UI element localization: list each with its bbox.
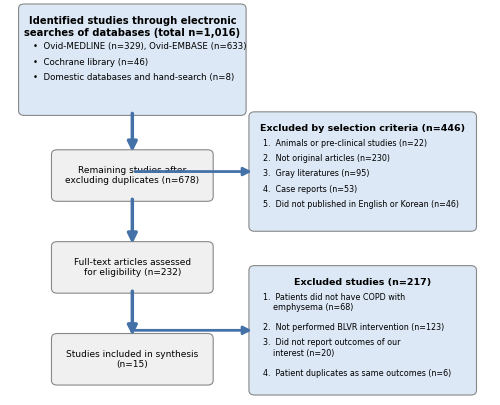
FancyBboxPatch shape [52,150,213,201]
Text: 3.  Did not report outcomes of our
    interest (n=20): 3. Did not report outcomes of our intere… [263,338,400,358]
FancyBboxPatch shape [18,4,246,115]
Text: Remaining studies after
excluding duplicates (n=678): Remaining studies after excluding duplic… [66,166,200,185]
Text: Identified studies through electronic
searches of databases (total n=1,016): Identified studies through electronic se… [24,16,240,38]
Text: 2.  Not performed BLVR intervention (n=123): 2. Not performed BLVR intervention (n=12… [263,323,444,332]
FancyBboxPatch shape [249,266,476,395]
Text: •  Ovid-MEDLINE (n=329), Ovid-EMBASE (n=633): • Ovid-MEDLINE (n=329), Ovid-EMBASE (n=6… [32,43,246,51]
Text: 1.  Patients did not have COPD with
    emphysema (n=68): 1. Patients did not have COPD with emphy… [263,293,405,312]
FancyBboxPatch shape [52,334,213,385]
Text: 3.  Gray literatures (n=95): 3. Gray literatures (n=95) [263,169,370,178]
Text: Studies included in synthesis
(n=15): Studies included in synthesis (n=15) [66,350,198,369]
Text: Excluded studies (n=217): Excluded studies (n=217) [294,277,432,287]
Text: •  Domestic databases and hand-search (n=8): • Domestic databases and hand-search (n=… [32,72,234,82]
Text: 5.  Did not published in English or Korean (n=46): 5. Did not published in English or Korea… [263,200,459,209]
FancyBboxPatch shape [52,242,213,293]
Text: Excluded by selection criteria (n=446): Excluded by selection criteria (n=446) [260,124,466,133]
Text: 2.  Not original articles (n=230): 2. Not original articles (n=230) [263,154,390,163]
Text: 1.  Animals or pre-clinical studies (n=22): 1. Animals or pre-clinical studies (n=22… [263,139,427,148]
Text: Full-text articles assessed
for eligibility (n=232): Full-text articles assessed for eligibil… [74,258,191,277]
Text: 4.  Case reports (n=53): 4. Case reports (n=53) [263,185,358,194]
FancyBboxPatch shape [249,112,476,231]
Text: 4.  Patient duplicates as same outcomes (n=6): 4. Patient duplicates as same outcomes (… [263,369,452,378]
Text: •  Cochrane library (n=46): • Cochrane library (n=46) [32,58,148,66]
